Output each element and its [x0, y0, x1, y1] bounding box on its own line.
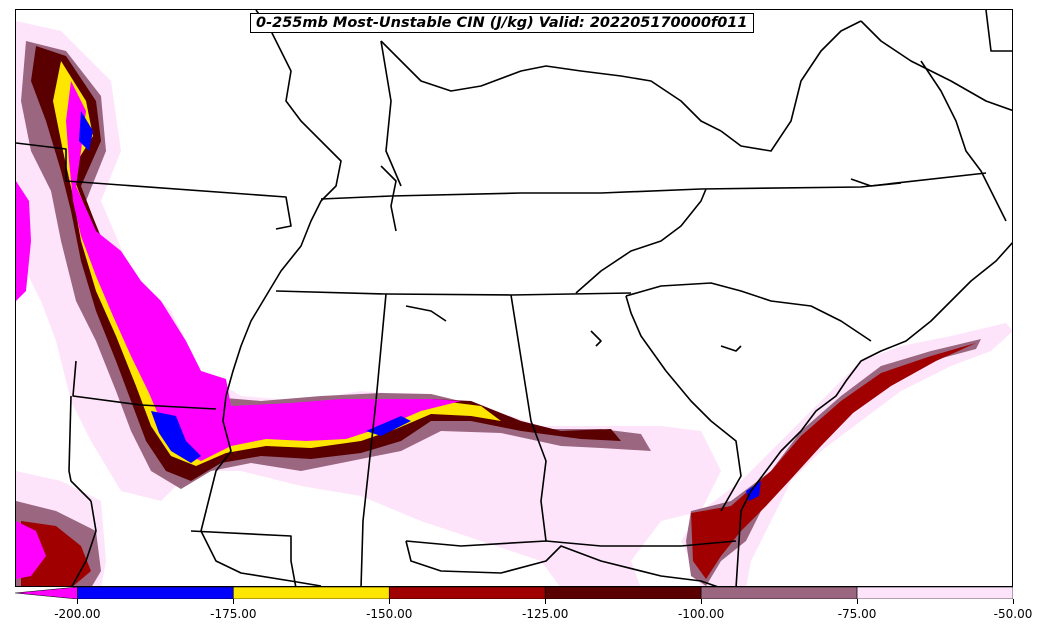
colorbar-tick-label: -50.00 [993, 607, 1033, 621]
colorbar-tick-mark [856, 599, 858, 604]
colorbar-tick-mark [1012, 599, 1014, 604]
colorbar-segment [700, 587, 858, 599]
map-canvas [16, 10, 1012, 586]
colorbar-tick-mark [76, 599, 78, 604]
colorbar-ticks: -200.00 -175.00 -150.00 -125.00 -100.00 -75.0… [0, 599, 1044, 629]
state-boundaries [16, 10, 1012, 586]
colorbar-tick-mark [232, 599, 234, 604]
colorbar-segment [15, 587, 78, 599]
colorbar-tick-mark [544, 599, 546, 604]
colorbar-tick-label: -200.00 [54, 607, 101, 621]
colorbar-segment [77, 587, 234, 599]
colorbar-tick-label: -175.00 [210, 607, 257, 621]
cin-band-magenta-west [16, 181, 31, 301]
colorbar-tick-label: -150.00 [366, 607, 413, 621]
colorbar-tick-mark [388, 599, 390, 604]
colorbar-segment [388, 587, 546, 599]
cin-band-magenta-sw [16, 521, 46, 579]
cin-band-mauve-east [686, 339, 981, 586]
cin-band-light-east [681, 323, 1012, 586]
map-panel [15, 9, 1013, 587]
colorbar-segment [544, 587, 702, 599]
cin-shading [16, 21, 1012, 586]
cin-band-blue-3 [79, 111, 93, 151]
colorbar-segment [233, 587, 390, 599]
colorbar [15, 587, 1013, 599]
colorbar-tick-label: -100.00 [677, 607, 725, 621]
colorbar-tick-mark [700, 599, 702, 604]
cin-band-darkred-east [691, 343, 976, 579]
colorbar-tick-label: -125.00 [522, 607, 569, 621]
map-title: 0-255mb Most-Unstable CIN (J/kg) Valid: … [250, 13, 754, 33]
cin-band-magenta [66, 81, 461, 461]
cin-band-blue-2 [366, 416, 411, 436]
cin-band-blue-4 [746, 481, 761, 501]
colorbar-segment [856, 587, 1013, 599]
cin-band-blue [151, 411, 201, 463]
colorbar-tick-label: -75.00 [837, 607, 877, 621]
